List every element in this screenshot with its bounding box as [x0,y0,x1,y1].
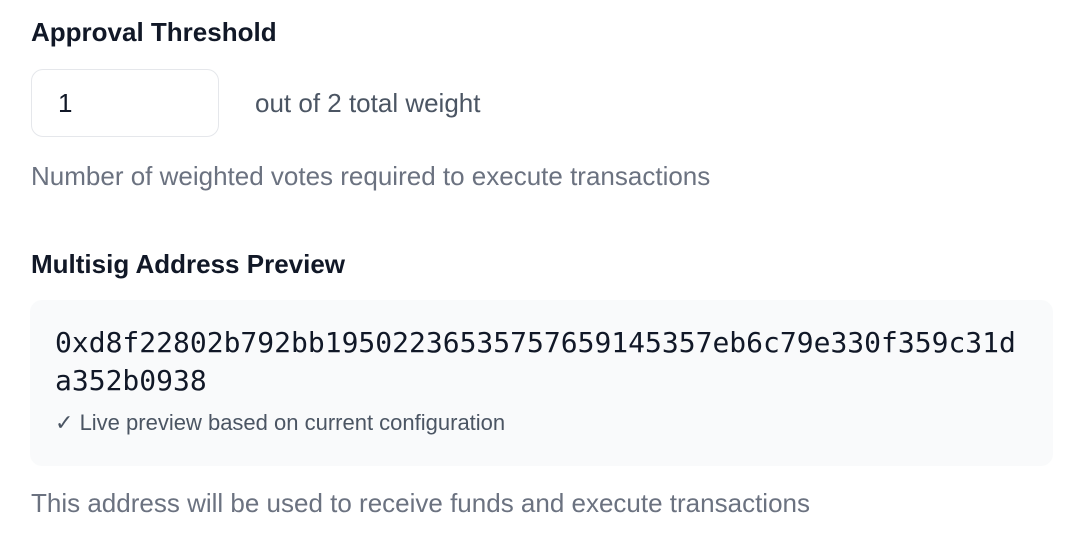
check-icon: ✓ [55,410,74,435]
address-preview-label: Multisig Address Preview [31,249,346,279]
live-preview-note: ✓ Live preview based on current configur… [55,410,1029,436]
threshold-help-text: Number of weighted votes required to exe… [31,161,711,191]
approval-threshold-label: Approval Threshold [31,17,277,47]
approval-threshold-input[interactable] [31,69,219,137]
multisig-address: 0xd8f22802b792bb19502236535757659145357e… [55,326,1016,397]
address-help-text: This address will be used to receive fun… [31,488,810,518]
address-preview-box: 0xd8f22802b792bb19502236535757659145357e… [30,300,1053,466]
total-weight-text: out of 2 total weight [255,88,481,118]
live-preview-text: Live preview based on current configurat… [79,410,506,435]
